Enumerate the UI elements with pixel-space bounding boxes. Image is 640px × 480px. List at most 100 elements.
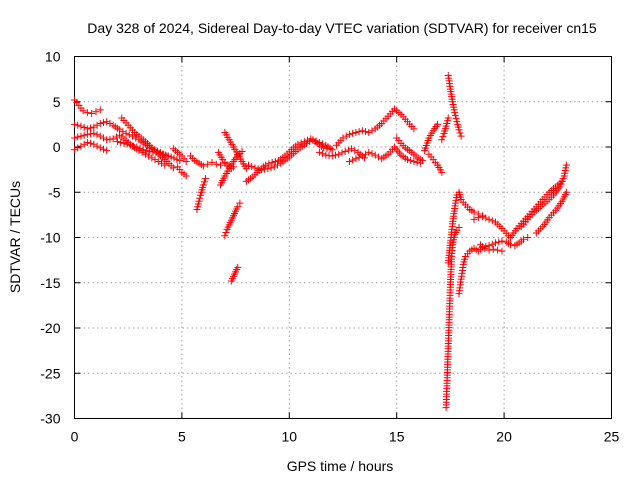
data-point bbox=[106, 119, 114, 127]
data-point bbox=[120, 139, 128, 147]
data-point bbox=[204, 160, 212, 168]
data-point bbox=[176, 157, 184, 165]
data-point bbox=[133, 143, 141, 151]
data-point bbox=[273, 161, 281, 169]
data-point bbox=[362, 128, 370, 136]
data-point bbox=[142, 147, 150, 155]
data-point bbox=[103, 118, 111, 126]
data-points bbox=[71, 72, 570, 412]
data-point bbox=[455, 224, 463, 232]
series-arc-27 bbox=[444, 191, 461, 267]
series-arc-15 bbox=[221, 129, 250, 173]
data-point bbox=[265, 160, 273, 168]
y-tick-label: 10 bbox=[45, 49, 61, 65]
data-point bbox=[349, 156, 357, 164]
data-point bbox=[562, 188, 570, 196]
grid-lines bbox=[74, 56, 612, 419]
data-point bbox=[315, 138, 323, 146]
data-point bbox=[413, 158, 421, 166]
data-point bbox=[562, 161, 570, 169]
series-arc-1 bbox=[71, 96, 104, 118]
data-point bbox=[80, 124, 88, 132]
data-point bbox=[79, 107, 87, 115]
data-point bbox=[355, 153, 363, 161]
data-point bbox=[368, 150, 376, 158]
series-arc-33 bbox=[517, 161, 570, 231]
y-tick-label: -30 bbox=[40, 411, 60, 427]
series-arc-5 bbox=[118, 114, 177, 172]
x-tick-label: 10 bbox=[282, 429, 298, 445]
data-point bbox=[339, 134, 347, 142]
series-arc-23 bbox=[425, 150, 446, 176]
data-point bbox=[452, 115, 460, 123]
series-arc-29 bbox=[455, 234, 532, 298]
data-point bbox=[83, 109, 91, 117]
data-point bbox=[151, 156, 159, 164]
x-tick-label: 20 bbox=[496, 429, 512, 445]
data-point bbox=[96, 119, 104, 127]
y-tick-label: 5 bbox=[53, 94, 61, 110]
data-point bbox=[161, 151, 169, 159]
data-point bbox=[221, 232, 229, 240]
data-point bbox=[519, 235, 527, 243]
data-point bbox=[128, 132, 136, 140]
data-point bbox=[173, 155, 181, 163]
data-point bbox=[103, 147, 111, 155]
data-point bbox=[157, 159, 165, 167]
data-point bbox=[71, 146, 78, 154]
data-point bbox=[352, 129, 360, 137]
data-point bbox=[236, 199, 244, 207]
series-arc-8 bbox=[174, 163, 190, 180]
series-arc-4 bbox=[71, 138, 111, 155]
data-point bbox=[117, 138, 125, 146]
data-point bbox=[87, 139, 95, 147]
data-point bbox=[122, 129, 130, 137]
data-point bbox=[434, 120, 442, 128]
data-point bbox=[96, 132, 104, 140]
data-point bbox=[492, 239, 500, 247]
data-point bbox=[222, 229, 230, 237]
data-point bbox=[457, 132, 465, 140]
series-arc-34 bbox=[532, 188, 570, 237]
y-tick-label: -15 bbox=[40, 275, 60, 291]
data-point bbox=[80, 131, 88, 139]
data-point bbox=[344, 146, 352, 154]
data-point bbox=[368, 127, 376, 135]
data-point bbox=[212, 160, 220, 168]
data-point bbox=[335, 150, 343, 158]
data-point bbox=[126, 141, 134, 149]
data-point bbox=[200, 178, 208, 186]
data-point bbox=[349, 129, 357, 137]
data-point bbox=[267, 164, 275, 172]
series-arc-21 bbox=[393, 134, 426, 165]
data-point bbox=[88, 110, 96, 118]
series-arc-17 bbox=[244, 136, 336, 174]
data-point bbox=[342, 132, 350, 140]
data-point bbox=[306, 138, 314, 146]
data-point bbox=[341, 148, 349, 156]
data-point bbox=[159, 150, 167, 158]
series-arc-7 bbox=[169, 145, 190, 165]
data-point bbox=[328, 152, 336, 160]
data-point bbox=[338, 149, 346, 157]
data-point bbox=[77, 122, 85, 130]
x-axis-title: GPS time / hours bbox=[287, 458, 394, 474]
data-point bbox=[302, 139, 310, 147]
data-point bbox=[130, 142, 138, 150]
data-point bbox=[145, 152, 153, 160]
series-arc-26 bbox=[442, 224, 463, 412]
data-point bbox=[74, 133, 82, 141]
data-point bbox=[358, 152, 366, 160]
data-point bbox=[410, 157, 418, 165]
x-axis-tick-labels: 0 5 10 15 20 25 bbox=[71, 429, 620, 445]
series-arc-28 bbox=[455, 188, 487, 220]
y-tick-label: 0 bbox=[53, 139, 61, 155]
data-point bbox=[202, 175, 210, 183]
y-tick-label: -20 bbox=[40, 320, 60, 336]
data-point bbox=[352, 155, 360, 163]
data-point bbox=[77, 142, 85, 150]
series-arc-12 bbox=[217, 148, 246, 189]
data-point bbox=[268, 158, 276, 166]
x-tick-label: 15 bbox=[389, 429, 405, 445]
